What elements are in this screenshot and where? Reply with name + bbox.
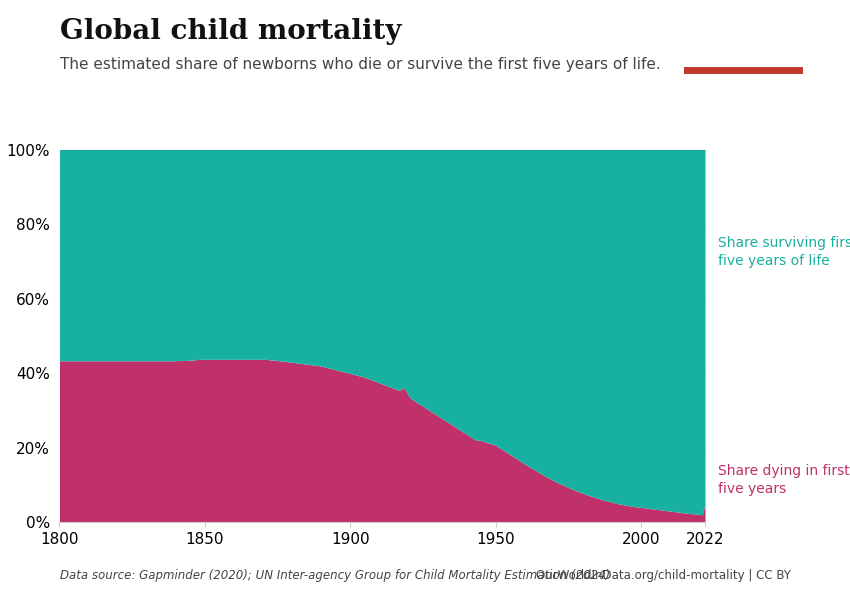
Text: Our World: Our World — [708, 25, 779, 38]
Text: Share surviving first
five years of life: Share surviving first five years of life — [718, 236, 850, 268]
Text: in Data: in Data — [718, 43, 769, 56]
Text: Share dying in first
five years: Share dying in first five years — [718, 464, 850, 496]
Text: The estimated share of newborns who die or survive the first five years of life.: The estimated share of newborns who die … — [60, 57, 660, 72]
Text: Data source: Gapminder (2020); UN Inter-agency Group for Child Mortality Estimat: Data source: Gapminder (2020); UN Inter-… — [60, 569, 609, 582]
Text: OurWorldInData.org/child-mortality | CC BY: OurWorldInData.org/child-mortality | CC … — [536, 569, 790, 582]
Text: Global child mortality: Global child mortality — [60, 18, 401, 45]
